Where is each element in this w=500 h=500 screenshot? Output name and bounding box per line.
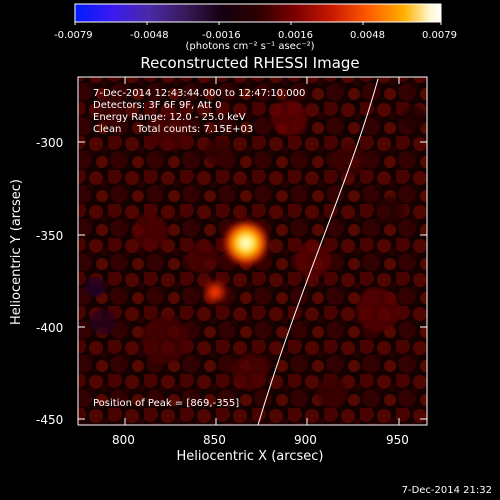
colorbar-tick-4: 0.0016 xyxy=(278,30,313,41)
detectors-label: Detectors: 3F 6F 9F, Att 0 xyxy=(93,100,222,111)
x-axis-label: Heliocentric X (arcsec) xyxy=(177,449,324,464)
ytick-2: -350 xyxy=(36,229,63,243)
colorbar-gradient xyxy=(74,3,442,23)
x-axis: 800 850 900 950 xyxy=(112,77,409,447)
colorbar-tick-6: 0.0079 xyxy=(422,30,457,41)
footer-timestamp: 7-Dec-2014 21:32 xyxy=(401,485,492,496)
clean-label: Clean xyxy=(93,124,122,135)
solar-limb-curve xyxy=(257,78,379,425)
peak-source xyxy=(221,218,271,268)
ytick-4: -450 xyxy=(36,413,63,427)
minor-source xyxy=(200,277,230,307)
image-panel xyxy=(77,76,428,426)
peak-position: Position of Peak = [869,-355] xyxy=(93,398,240,409)
xtick-2: 850 xyxy=(203,433,226,447)
total-counts: Total counts: 7.15E+03 xyxy=(137,124,254,135)
colorbar-tick-5: 0.0048 xyxy=(350,30,385,41)
xtick-1: 800 xyxy=(112,433,135,447)
ytick-3: -400 xyxy=(36,321,63,335)
colorbar-tick-3: -0.0016 xyxy=(202,30,241,41)
xtick-3: 900 xyxy=(294,433,317,447)
colorbar-units: (photons cm⁻² s⁻¹ asec⁻²) xyxy=(185,41,314,52)
colorbar: -0.0079 -0.0048 -0.0016 0.0016 0.0048 0.… xyxy=(54,3,457,52)
ytick-1: -300 xyxy=(36,136,63,150)
plot-frame xyxy=(77,76,428,426)
energy-range: Energy Range: 12.0 - 25.0 keV xyxy=(93,112,246,123)
xtick-4: 950 xyxy=(386,433,409,447)
y-axis: -300 -350 -400 -450 xyxy=(36,136,427,427)
time-range: 7-Dec-2014 12:43:44.000 to 12:47:10.000 xyxy=(93,88,306,99)
y-axis-label: Heliocentric Y (arcsec) xyxy=(9,179,24,325)
plot-title: Reconstructed RHESSI Image xyxy=(140,54,359,72)
colorbar-tick-2: -0.0048 xyxy=(130,30,169,41)
colorbar-tick-1: -0.0079 xyxy=(54,30,93,41)
